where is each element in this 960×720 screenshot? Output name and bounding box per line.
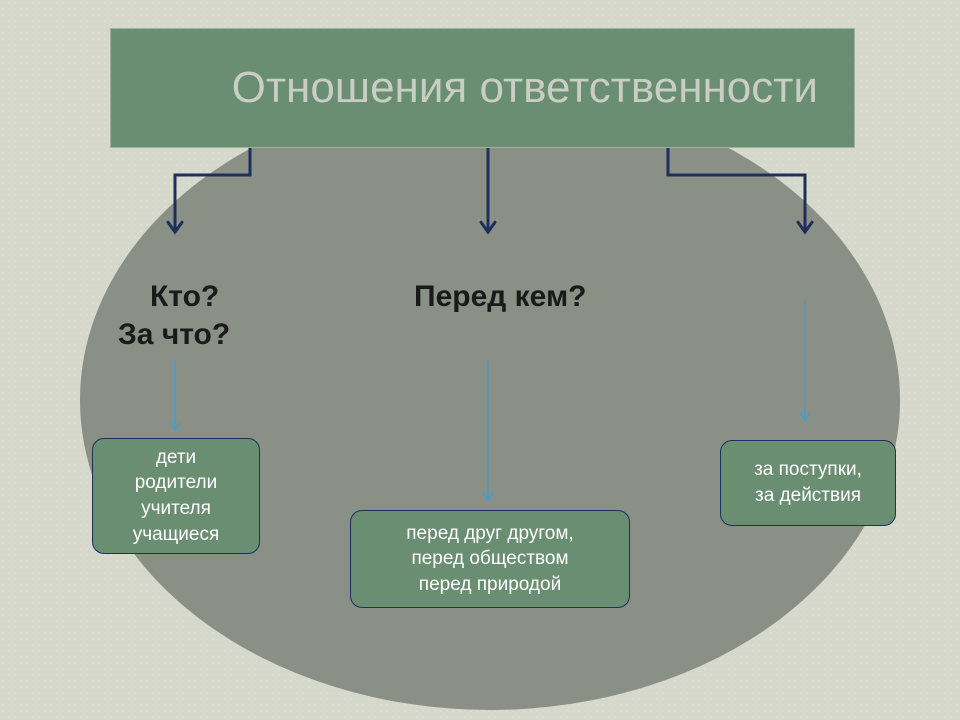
answer-box-za-chto: за поступки,за действия <box>720 440 896 526</box>
answer-line: за поступки, <box>754 457 862 483</box>
background-ellipse <box>80 90 900 710</box>
answer-line: учителя <box>141 496 211 522</box>
answer-line: за действия <box>755 483 861 509</box>
answer-box-pered-kem: перед друг другом,перед обществомперед п… <box>350 510 630 608</box>
answer-line: дети <box>156 445 196 471</box>
question-pered-kem: Перед кем? <box>414 280 586 314</box>
answer-line: учащиеся <box>133 522 220 548</box>
answer-line: родители <box>135 470 218 496</box>
answer-line: перед природой <box>419 572 561 598</box>
title-text: Отношения ответственности <box>232 63 818 113</box>
title-box: Отношения ответственности <box>110 28 855 148</box>
answer-line: перед друг другом, <box>406 521 573 547</box>
question-za-chto: За что? <box>118 318 230 352</box>
question-kto: Кто? <box>150 280 219 314</box>
answer-box-kto: детиродителиучителяучащиеся <box>92 438 260 554</box>
answer-line: перед обществом <box>411 546 568 572</box>
